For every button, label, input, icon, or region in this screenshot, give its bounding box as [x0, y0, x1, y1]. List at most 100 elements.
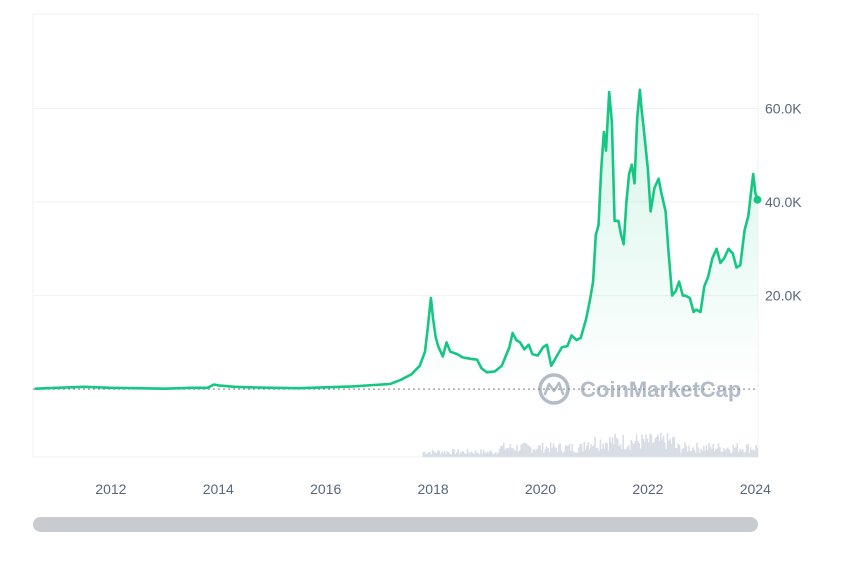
volume-bar [502, 442, 505, 457]
x-tick-label: 2024 [740, 481, 771, 497]
volume-bar [696, 442, 698, 457]
volume-bar [505, 448, 508, 457]
volume-bar [751, 450, 753, 457]
price-line [34, 88, 759, 390]
volume-bar [580, 443, 583, 457]
volume-bar [703, 445, 705, 457]
volume-bar [747, 443, 749, 457]
volume-bar [555, 448, 557, 457]
volume-bar [566, 445, 568, 457]
volume-bar [755, 445, 757, 457]
volume-bar [592, 445, 595, 457]
volume-bar [563, 451, 565, 457]
volume-bar [536, 448, 539, 457]
volume-bar [533, 449, 536, 457]
volume-bar [461, 451, 463, 457]
volume-bar [596, 447, 599, 457]
volume-bar [429, 451, 431, 457]
volume-bar [567, 445, 569, 457]
volume-bar [584, 449, 587, 457]
volume-bar [476, 452, 478, 457]
volume-bar [692, 447, 694, 457]
volume-bar [464, 453, 466, 457]
volume-bar [469, 453, 471, 457]
volume-bar [629, 450, 631, 457]
volume-bar [529, 447, 532, 457]
volume-bar [537, 445, 540, 457]
volume-bar [571, 444, 573, 457]
volume-bar [451, 449, 454, 457]
volume-bar [662, 435, 665, 457]
volume-bar [455, 452, 458, 457]
volume-bar [661, 439, 663, 457]
volume-bar [472, 452, 474, 457]
volume-bar [599, 439, 602, 457]
y-tick-label: 60.0K [765, 100, 802, 116]
y-axis-labels: 20.0K 40.0K 60.0K [765, 100, 802, 303]
volume-bar [611, 437, 614, 457]
volume-bar [639, 448, 642, 457]
volume-bar [622, 434, 624, 457]
volume-bar [660, 432, 662, 457]
volume-bar [570, 450, 572, 457]
volume-bar [684, 442, 686, 457]
volume-bar [721, 451, 724, 457]
volume-bar [496, 454, 498, 457]
volume-bar [717, 443, 720, 457]
volume-bar [552, 443, 555, 457]
volume-bar [498, 448, 501, 457]
volume-bar [634, 441, 637, 457]
volume-bar [484, 452, 486, 457]
volume-bar [670, 443, 673, 457]
volume-bar [519, 450, 521, 457]
volume-bar [602, 443, 604, 457]
volume-bar [497, 452, 500, 457]
volume-bar [590, 444, 592, 457]
volume-bar [666, 433, 669, 457]
volume-bar [430, 454, 432, 457]
volume-bar [559, 443, 561, 457]
volume-bar [506, 447, 509, 457]
volume-bar [582, 451, 584, 457]
volume-bar [600, 449, 603, 457]
volume-bar [728, 449, 731, 457]
volume-bar [435, 453, 438, 457]
volume-bar [445, 454, 447, 457]
volume-bar [528, 446, 530, 457]
x-tick-label: 2014 [203, 481, 234, 497]
volume-bar [541, 442, 544, 457]
volume-bar [704, 450, 706, 457]
volume-bar [453, 449, 455, 457]
volume-bar [741, 448, 744, 457]
volume-bar [513, 450, 516, 457]
volume-bar [676, 448, 678, 457]
volume-bar [635, 434, 638, 457]
volume-bar [623, 449, 626, 457]
x-tick-label: 2012 [95, 481, 126, 497]
volume-bar [586, 445, 588, 457]
volume-bar [604, 442, 607, 457]
volume-bar [653, 441, 655, 457]
volume-bar [638, 443, 641, 457]
volume-bar [525, 443, 528, 457]
volume-bar [426, 453, 428, 457]
volume-bar [739, 448, 741, 457]
volume-bar [425, 454, 427, 457]
volume-bar [515, 450, 517, 457]
volume-bar [441, 451, 443, 457]
volume-bar [562, 452, 564, 457]
volume-bar [617, 439, 619, 457]
volume-bar [481, 453, 483, 457]
volume-bar [697, 447, 700, 457]
volume-bar [489, 450, 492, 457]
volume-bar [607, 450, 610, 457]
chart-range-scrollbar[interactable] [33, 517, 758, 532]
volume-bar [633, 443, 635, 457]
volume-bar [556, 451, 559, 457]
volume-bar [531, 452, 533, 457]
volume-bar [544, 449, 547, 457]
volume-bar [610, 442, 612, 457]
y-tick-label: 40.0K [765, 194, 802, 210]
volume-bar [598, 450, 600, 457]
